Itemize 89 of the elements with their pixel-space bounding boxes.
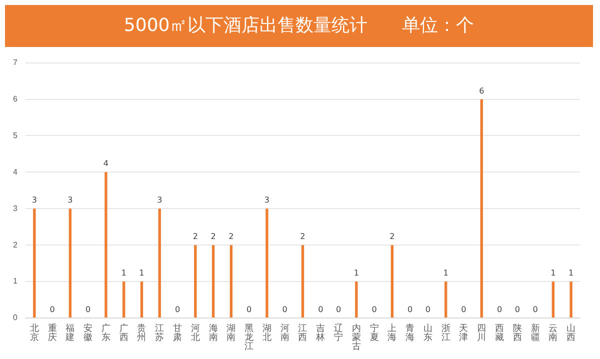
x-tick-label: 江西: [298, 322, 308, 342]
data-label: 0: [282, 305, 288, 314]
bar: [390, 245, 394, 318]
x-tick-label: 内蒙古: [352, 322, 361, 351]
bar: [266, 208, 268, 318]
bar: [552, 282, 555, 318]
data-label: 0: [50, 305, 55, 314]
y-tick-label: 1: [12, 276, 18, 286]
bar: [301, 245, 304, 318]
data-label: 0: [425, 305, 430, 314]
x-tick-label: 西藏: [495, 322, 504, 342]
data-label: 3: [264, 196, 270, 205]
y-tick-label: 4: [12, 167, 18, 176]
bar: [212, 245, 215, 318]
bar: [480, 99, 483, 318]
y-tick-label: 7: [12, 58, 18, 68]
x-tick-label: 北京: [30, 322, 39, 342]
bar: [122, 282, 126, 318]
chart-subtitle: 单位：个: [402, 15, 474, 36]
x-tick-label: 天津: [459, 322, 468, 342]
bar: [33, 208, 36, 318]
y-tick-label: 6: [12, 94, 18, 104]
data-label: 4: [103, 159, 108, 168]
x-tick-label: 海南: [208, 322, 218, 342]
data-label: 0: [532, 305, 538, 314]
data-label: 2: [390, 232, 395, 242]
data-label: 3: [32, 196, 37, 205]
x-tick-label: 河南: [280, 322, 290, 342]
data-label: 2: [210, 232, 216, 242]
x-tick-label: 江苏: [155, 322, 164, 342]
bar: [230, 245, 233, 318]
data-label: 1: [550, 268, 556, 278]
x-tick-label: 青海: [406, 322, 415, 342]
data-label: 0: [461, 305, 466, 314]
bar: [140, 282, 144, 318]
data-label: 0: [336, 305, 342, 314]
data-label: 3: [157, 196, 162, 205]
data-label: 2: [192, 232, 198, 242]
data-label: 0: [174, 305, 180, 314]
data-label: 0: [246, 305, 252, 314]
bar: [444, 282, 448, 318]
x-tick-label: 广西: [119, 322, 128, 342]
bar: [104, 172, 108, 318]
x-tick-label: 新疆: [530, 322, 540, 342]
bar: [158, 208, 161, 318]
x-tick-label: 云南: [548, 322, 558, 342]
data-label: 1: [139, 268, 144, 278]
x-tick-label: 浙江: [441, 322, 450, 342]
data-label: 0: [318, 305, 324, 314]
data-label: 2: [228, 232, 234, 242]
bar: [68, 208, 72, 318]
y-tick-label: 3: [12, 204, 18, 213]
x-tick-label: 四川: [477, 322, 486, 342]
data-label: 0: [496, 305, 502, 314]
data-label: 1: [568, 268, 574, 278]
x-tick-label: 山东: [423, 322, 432, 342]
data-label: 1: [354, 268, 359, 278]
x-tick-label: 福建: [64, 322, 75, 342]
bar: [355, 282, 358, 318]
x-tick-label: 重庆: [48, 322, 57, 342]
y-tick-label: 2: [12, 240, 18, 250]
x-tick-label: 吉林: [315, 322, 326, 342]
x-tick-label: 湖南: [226, 322, 236, 342]
data-label: 0: [86, 305, 91, 314]
x-tick-label: 黑龙江: [244, 322, 254, 351]
data-label: 0: [372, 305, 377, 314]
x-tick-label: 宁夏: [370, 322, 379, 342]
bar: [194, 245, 197, 318]
data-label: 1: [443, 268, 448, 278]
data-label: 1: [121, 268, 126, 278]
data-label: 0: [408, 305, 413, 314]
data-label: 2: [300, 232, 306, 242]
y-tick-label: 5: [12, 130, 18, 140]
bar: [570, 282, 572, 318]
x-tick-label: 广东: [101, 322, 110, 342]
x-tick-label: 陕西: [512, 322, 522, 342]
data-label: 0: [514, 305, 520, 314]
data-label: 3: [68, 196, 73, 205]
data-label: 6: [479, 86, 484, 96]
x-tick-label: 安徽: [84, 322, 93, 342]
x-tick-label: 上海: [388, 322, 397, 342]
x-tick-label: 贵州: [137, 322, 146, 342]
x-tick-label: 辽宁: [334, 322, 343, 342]
chart-title: 5000㎡以下酒店出售数量统计: [124, 15, 368, 36]
x-tick-label: 湖北: [262, 322, 272, 342]
x-tick-label: 河北: [190, 322, 200, 342]
x-tick-label: 甘肃: [173, 322, 182, 342]
y-tick-label: 0: [12, 313, 18, 322]
x-tick-label: 山西: [566, 322, 576, 342]
